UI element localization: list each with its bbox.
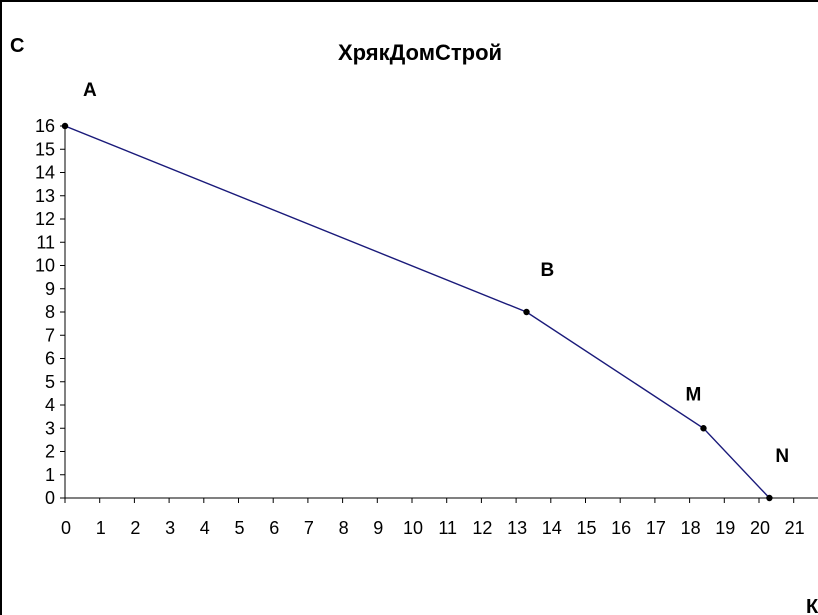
x-tick-label: 15 — [576, 518, 596, 538]
y-tick-label: 9 — [45, 279, 55, 299]
y-tick-label: 8 — [45, 302, 55, 322]
point-label-m: M — [685, 384, 701, 405]
x-tick-label: 6 — [269, 518, 279, 538]
x-tick-label: 1 — [96, 518, 106, 538]
x-tick-label: 9 — [373, 518, 383, 538]
x-tick-label: 4 — [200, 518, 210, 538]
y-tick-label: 5 — [45, 372, 55, 392]
x-tick-label: 14 — [542, 518, 562, 538]
y-tick-label: 12 — [35, 209, 55, 229]
series-line — [64, 125, 770, 499]
x-tick-label: 10 — [403, 518, 423, 538]
y-tick-label: 16 — [35, 116, 55, 136]
data-point-n — [766, 494, 773, 502]
x-tick-label: 18 — [681, 518, 701, 538]
x-tick-label: 17 — [646, 518, 666, 538]
data-point-b — [523, 308, 530, 316]
y-axis-label: С — [10, 35, 24, 57]
y-tick-label: 6 — [45, 349, 55, 369]
chart-title: ХрякДомСтрой — [338, 40, 502, 65]
x-tick-label: 0 — [61, 518, 71, 538]
y-tick-label: 4 — [45, 395, 55, 415]
y-tick-label: 2 — [45, 442, 55, 462]
x-tick-label: 16 — [611, 518, 631, 538]
y-tick-label: 10 — [35, 256, 55, 276]
x-tick-label: 8 — [339, 518, 349, 538]
y-tick-label: 14 — [35, 163, 55, 183]
x-tick-label: 7 — [304, 518, 314, 538]
y-tick-label: 1 — [45, 465, 55, 485]
x-tick-label: 12 — [472, 518, 492, 538]
x-tick-label: 11 — [438, 518, 457, 538]
point-label-a: A — [83, 80, 97, 101]
y-tick-label: 7 — [45, 325, 55, 345]
x-axis-label: К — [806, 596, 818, 615]
y-tick-label: 3 — [45, 418, 55, 438]
y-tick-label: 15 — [35, 139, 55, 159]
point-label-b: B — [541, 260, 555, 281]
x-tick-label: 3 — [165, 518, 175, 538]
x-tick-label: 2 — [130, 518, 140, 538]
y-tick-label: 0 — [45, 488, 55, 508]
y-tick-label: 13 — [35, 186, 55, 206]
x-tick-label: 13 — [507, 518, 527, 538]
y-tick-label: 11 — [36, 232, 55, 252]
x-tick-label: 21 — [785, 518, 805, 538]
x-tick-label: 5 — [234, 518, 244, 538]
data-point-a — [61, 122, 69, 130]
x-tick-label: 19 — [715, 518, 735, 538]
data-point-m — [700, 425, 707, 432]
x-tick-label: 20 — [750, 518, 770, 538]
point-label-n: N — [775, 446, 789, 467]
